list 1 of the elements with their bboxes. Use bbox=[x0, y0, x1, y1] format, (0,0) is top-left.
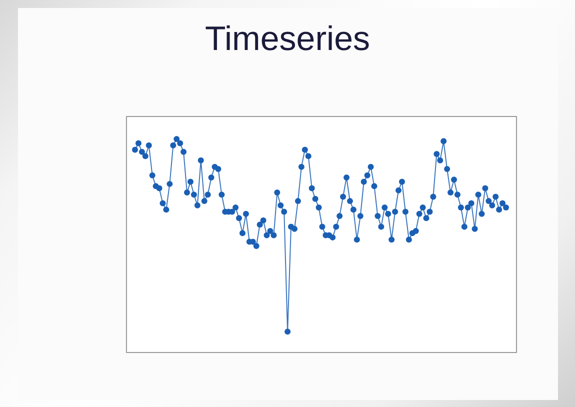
chart-title: Timeseries bbox=[204, 20, 371, 59]
